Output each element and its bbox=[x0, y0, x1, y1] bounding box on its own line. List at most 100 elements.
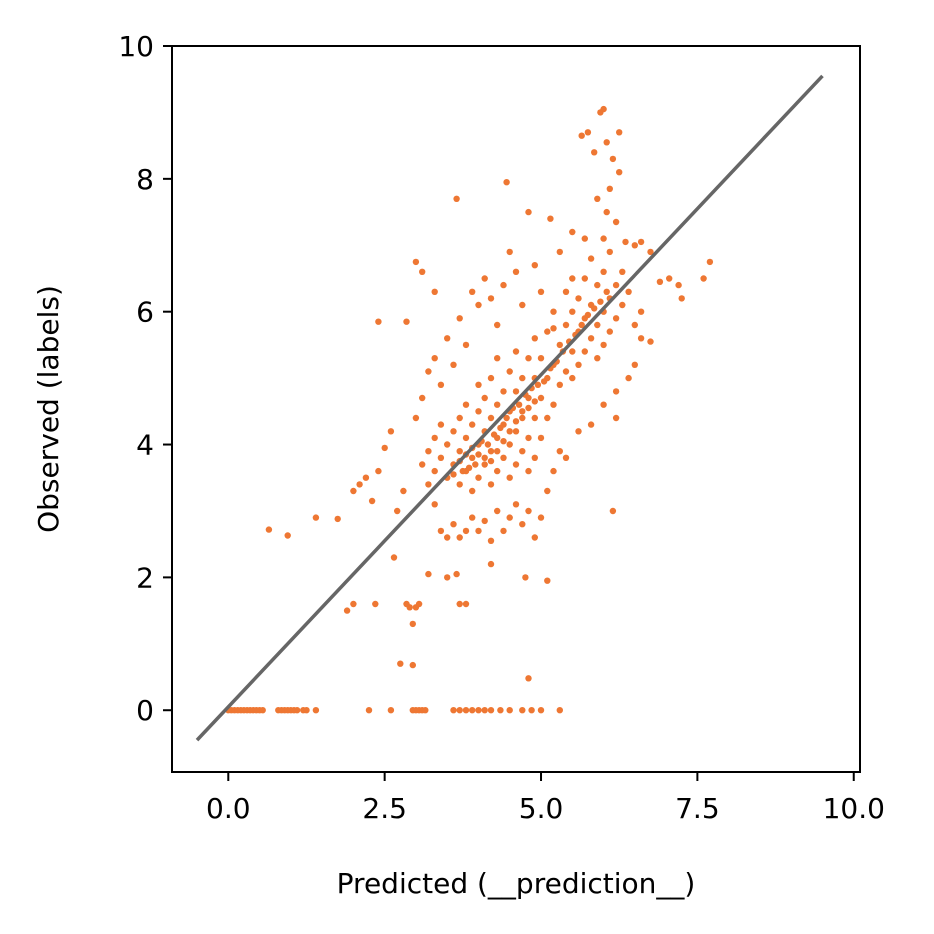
x-tick-label: 10.0 bbox=[823, 792, 885, 825]
data-point bbox=[450, 471, 457, 478]
x-tick-label: 2.5 bbox=[362, 792, 407, 825]
data-point bbox=[475, 474, 482, 481]
data-point bbox=[537, 434, 545, 442]
data-point bbox=[503, 414, 510, 422]
data-point bbox=[487, 457, 495, 465]
data-point bbox=[462, 707, 470, 714]
data-point bbox=[475, 451, 482, 458]
data-point bbox=[519, 408, 526, 415]
data-point bbox=[343, 607, 351, 614]
data-point bbox=[419, 394, 426, 402]
data-point bbox=[334, 515, 341, 523]
data-point bbox=[562, 321, 570, 329]
data-point bbox=[612, 388, 620, 395]
data-point bbox=[365, 707, 373, 714]
data-point bbox=[453, 570, 460, 578]
y-tick-label: 0 bbox=[136, 694, 154, 727]
data-point bbox=[575, 428, 582, 435]
data-point bbox=[431, 355, 438, 362]
data-point bbox=[637, 238, 645, 246]
data-point bbox=[550, 467, 557, 475]
data-point bbox=[293, 707, 301, 714]
data-point bbox=[431, 467, 438, 475]
data-point bbox=[600, 341, 607, 349]
data-point bbox=[544, 328, 551, 335]
data-point bbox=[394, 507, 401, 515]
data-point bbox=[594, 355, 601, 362]
data-point bbox=[600, 105, 607, 113]
data-point bbox=[606, 328, 613, 335]
data-point bbox=[456, 600, 463, 608]
data-point bbox=[403, 318, 410, 325]
data-point bbox=[581, 348, 588, 355]
data-point bbox=[456, 448, 463, 455]
data-point bbox=[444, 534, 451, 541]
data-point bbox=[528, 707, 535, 714]
data-point bbox=[425, 570, 432, 578]
data-point bbox=[556, 341, 563, 349]
data-point bbox=[450, 428, 457, 435]
data-point bbox=[500, 527, 507, 535]
data-point bbox=[544, 487, 551, 495]
data-point bbox=[609, 507, 617, 515]
data-point bbox=[475, 381, 482, 388]
data-point bbox=[490, 431, 498, 438]
data-point bbox=[372, 600, 379, 608]
data-point bbox=[487, 481, 495, 488]
data-point bbox=[581, 275, 588, 282]
data-point bbox=[481, 275, 488, 282]
data-point bbox=[422, 707, 429, 714]
data-point bbox=[647, 338, 654, 345]
data-point bbox=[387, 707, 395, 714]
y-tick-label: 2 bbox=[136, 561, 154, 594]
data-point bbox=[519, 414, 526, 422]
data-point bbox=[700, 275, 707, 282]
data-point bbox=[462, 401, 470, 408]
data-point bbox=[525, 467, 532, 475]
data-point bbox=[591, 305, 598, 312]
data-point bbox=[531, 534, 538, 541]
data-point bbox=[631, 321, 638, 329]
data-point bbox=[594, 281, 601, 289]
data-point bbox=[494, 448, 501, 455]
data-point bbox=[512, 501, 520, 508]
data-point bbox=[525, 208, 532, 216]
data-point bbox=[537, 707, 545, 714]
data-point bbox=[456, 315, 463, 322]
data-point bbox=[456, 534, 463, 541]
data-point bbox=[519, 521, 526, 528]
x-tick-label: 0.0 bbox=[206, 792, 251, 825]
data-point bbox=[534, 381, 542, 388]
data-point bbox=[494, 507, 501, 515]
data-point bbox=[284, 532, 291, 539]
data-point bbox=[444, 441, 451, 448]
data-point bbox=[603, 208, 610, 216]
data-point bbox=[481, 454, 488, 461]
data-point bbox=[462, 341, 470, 349]
data-point bbox=[637, 308, 645, 315]
data-point bbox=[303, 707, 310, 714]
data-point bbox=[606, 248, 613, 256]
data-point bbox=[500, 388, 507, 395]
data-point bbox=[631, 361, 638, 368]
x-axis-ticks: 0.0 2.5 5.0 7.5 10.0 bbox=[206, 772, 885, 825]
data-point bbox=[578, 132, 585, 139]
data-point bbox=[525, 675, 532, 682]
data-point bbox=[600, 401, 607, 408]
data-point bbox=[666, 275, 673, 282]
data-point bbox=[387, 428, 395, 435]
data-point bbox=[475, 301, 482, 309]
data-point bbox=[484, 441, 492, 448]
data-point bbox=[537, 288, 545, 295]
data-point bbox=[537, 514, 545, 521]
data-point bbox=[569, 374, 576, 382]
data-point bbox=[481, 707, 488, 714]
data-point bbox=[487, 374, 495, 382]
data-point bbox=[675, 281, 682, 289]
data-point bbox=[409, 661, 416, 669]
reference-line bbox=[195, 74, 824, 742]
data-point bbox=[487, 537, 495, 544]
data-point bbox=[459, 467, 466, 475]
data-point bbox=[503, 179, 510, 186]
